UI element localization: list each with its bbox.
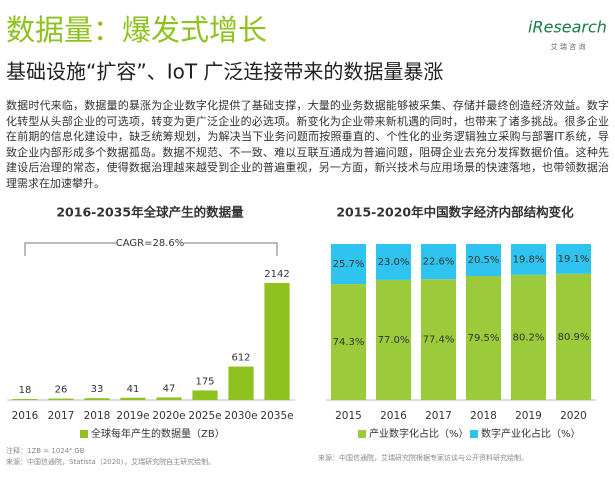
x-tick-label: 2020e: [152, 410, 185, 422]
value-label: 77.4%: [423, 335, 455, 346]
bar: [120, 397, 146, 400]
slide-subtitle: 基础设施“扩容”、IoT 广泛连接带来的数据量暴涨: [6, 60, 443, 84]
bar: [465, 244, 502, 276]
x-tick-label: 2016: [380, 410, 407, 422]
legend-swatch: [470, 430, 478, 438]
note: 注释：1ZB = 1024⁴ GB: [6, 446, 85, 455]
value-label: 74.3%: [333, 337, 365, 348]
note: 来源：中国信通院，艾瑞研究院根据专家访谈与公开资料研究绘制。: [318, 453, 528, 462]
x-tick-label: 2020: [560, 410, 587, 422]
chart-title: 2016-2035年全球产生的数据量: [56, 205, 244, 220]
bar: [48, 398, 74, 400]
legend-swatch: [80, 430, 88, 438]
value-label: 80.2%: [513, 332, 545, 343]
bar: [84, 398, 110, 400]
note: 来源：中国信通院，Statista（2020），艾瑞研究院自主研究绘制。: [6, 457, 215, 466]
slide-title: 数据量：爆发式增长: [6, 13, 267, 47]
bar: [375, 244, 412, 280]
bar: [330, 244, 367, 285]
bar: [264, 283, 290, 400]
legend-label: 数字产业化占比（%）: [481, 427, 581, 440]
bar: [465, 275, 502, 400]
bar: [555, 273, 592, 400]
x-tick-label: 2025e: [188, 410, 221, 422]
x-tick-label: 2019: [515, 410, 542, 422]
value-label: 47: [163, 383, 176, 394]
bar: [192, 390, 218, 400]
value-label: 19.8%: [513, 254, 545, 265]
value-label: 77.0%: [378, 335, 410, 346]
x-tick-label: 2015: [335, 410, 362, 422]
legend-label: 产业数字化占比（%）: [369, 427, 469, 440]
legend-swatch: [358, 430, 366, 438]
bar: [510, 244, 547, 275]
bar: [420, 279, 457, 400]
value-label: 18: [19, 385, 32, 396]
logo: iResearch: [528, 18, 607, 37]
value-label: 22.6%: [423, 257, 455, 268]
value-label: 25.7%: [333, 259, 365, 270]
annotation: CAGR=28.6%: [116, 238, 185, 249]
logo-sub: 艾 瑞 咨 询: [551, 42, 586, 51]
value-label: 80.9%: [558, 332, 590, 343]
value-label: 33: [91, 384, 104, 395]
x-tick-label: 2035e: [260, 410, 293, 422]
x-tick-label: 2018: [84, 410, 111, 422]
bar: [228, 366, 254, 400]
cagr-bg: [116, 236, 184, 250]
value-label: 2142: [264, 269, 289, 280]
value-label: 612: [231, 353, 250, 364]
x-tick-label: 2030e: [224, 410, 257, 422]
body-text: 数据时代来临，数据量的暴涨为企业数字化提供了基础支撑，大量的业务数据能够被采集、…: [6, 99, 609, 190]
x-tick-label: 2017: [425, 410, 452, 422]
value-label: 19.1%: [558, 254, 590, 265]
value-label: 175: [195, 376, 214, 387]
value-label: 41: [127, 384, 140, 395]
bar: [375, 279, 412, 400]
value-label: 26: [55, 385, 68, 396]
x-tick-label: 2019e: [116, 410, 149, 422]
bar: [555, 244, 592, 274]
value-label: 23.0%: [378, 257, 410, 268]
value-label: 20.5%: [468, 255, 500, 266]
bar: [510, 274, 547, 400]
value-label: 79.5%: [468, 333, 500, 344]
chart-title: 2015-2020年中国数字经济内部结构变化: [336, 205, 574, 220]
legend-label: 全球每年产生的数据量（ZB）: [91, 427, 225, 440]
bar: [12, 399, 38, 400]
bar: [420, 244, 457, 280]
bar: [156, 397, 182, 400]
x-tick-label: 2016: [12, 410, 39, 422]
x-tick-label: 2017: [48, 410, 75, 422]
bar: [330, 284, 367, 400]
x-tick-label: 2018: [470, 410, 497, 422]
